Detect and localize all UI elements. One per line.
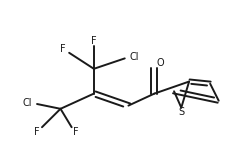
Text: S: S [179, 107, 185, 117]
Text: F: F [34, 127, 39, 136]
Text: O: O [157, 58, 164, 68]
Text: F: F [73, 127, 79, 136]
Text: F: F [91, 36, 97, 46]
Text: Cl: Cl [23, 98, 32, 108]
Text: Cl: Cl [129, 52, 139, 62]
Text: F: F [60, 44, 66, 54]
